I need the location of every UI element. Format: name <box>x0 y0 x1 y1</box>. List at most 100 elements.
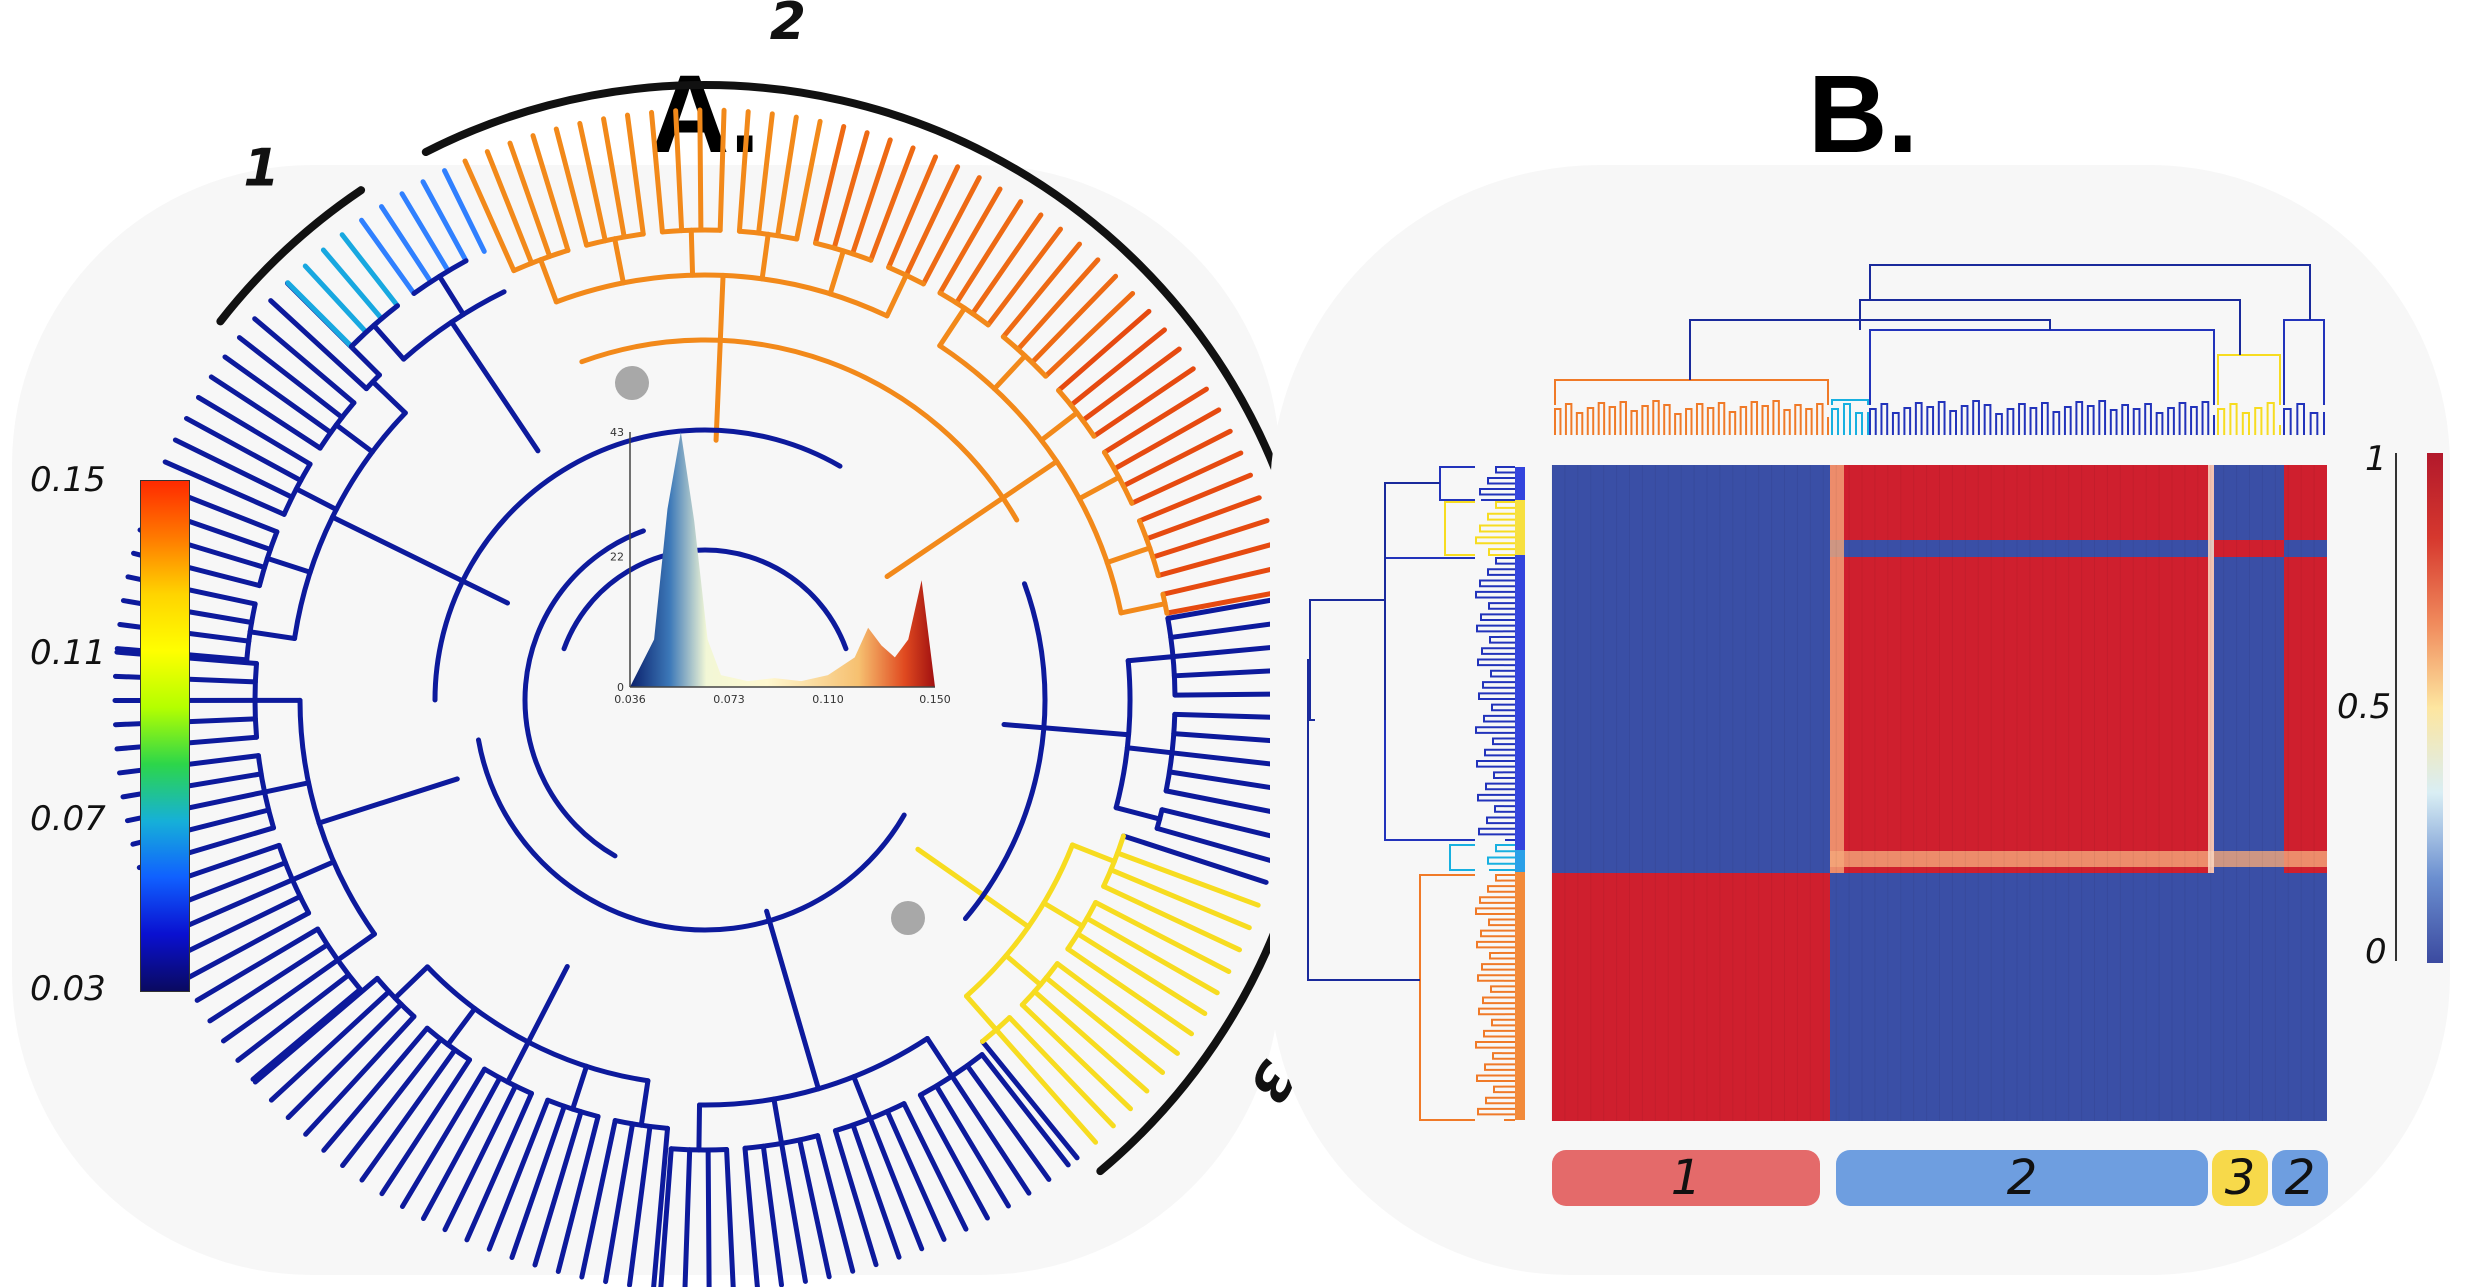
leaf-branch <box>1163 788 1287 817</box>
left-join <box>1491 703 1501 712</box>
leaf-branch <box>831 130 870 251</box>
top-join <box>2144 403 2152 422</box>
leaf-branch <box>171 894 303 961</box>
leaf-branch <box>937 186 1003 296</box>
leaf-branch <box>195 394 313 467</box>
top-join <box>1761 405 1769 424</box>
left-join-upper <box>1384 482 1440 720</box>
left-join <box>1495 466 1505 474</box>
clade-stem <box>289 859 337 883</box>
leaf-branch <box>577 120 608 244</box>
top-join <box>2229 403 2238 422</box>
leaf-branch <box>183 415 304 484</box>
leaf-branch <box>194 926 321 1003</box>
backbone-arc <box>522 528 646 859</box>
left-join <box>1486 816 1496 825</box>
leaf-branch <box>867 1116 925 1252</box>
left-join <box>1480 929 1490 938</box>
leaf-branch <box>359 217 417 296</box>
clade-stem <box>937 305 968 349</box>
top-join <box>2029 407 2038 426</box>
leaf-branch <box>673 108 685 234</box>
top-join <box>1926 406 1935 425</box>
top-join <box>2132 408 2141 427</box>
leaf-branch <box>1007 1015 1116 1129</box>
left-join <box>1487 568 1497 576</box>
clade-stem <box>1113 805 1163 822</box>
left-group-join <box>1419 874 1475 1121</box>
leaf-branch <box>507 140 553 259</box>
leaf-branch <box>651 1125 671 1287</box>
top-join-upper <box>1859 299 2241 355</box>
leaf-branch <box>970 212 1044 317</box>
top-join <box>1717 402 1726 421</box>
leaf-branch <box>1091 366 1196 439</box>
leaf-branch <box>903 164 961 278</box>
leaf-branch <box>868 145 916 263</box>
leaf-branch <box>736 109 751 234</box>
density-y-tick: 0 <box>617 681 624 694</box>
panel-a-label: A. <box>650 53 760 176</box>
leaf-branch <box>601 116 627 240</box>
leaf-branch <box>884 1108 947 1242</box>
left-join <box>1479 896 1489 904</box>
cluster-2-arc <box>421 81 1319 619</box>
leaf-branch <box>649 109 665 235</box>
clade-root-stem <box>764 908 821 1092</box>
top-join <box>1685 408 1693 422</box>
leaf-branch <box>1029 273 1119 365</box>
left-join <box>1475 590 1502 599</box>
clade-stem <box>1124 745 1175 756</box>
clade-stem <box>963 993 999 1033</box>
top-join <box>1575 412 1584 426</box>
clade-stem <box>851 1074 873 1122</box>
left-join <box>1492 1052 1502 1060</box>
left-join <box>1491 1018 1501 1027</box>
leaf-branch <box>917 1092 990 1221</box>
clade-stem <box>1125 654 1176 664</box>
leaf-branch <box>697 107 704 233</box>
left-leaf-strip <box>1515 850 1525 872</box>
top-join <box>1554 408 1562 427</box>
top-join <box>2167 407 2175 421</box>
top-join <box>1831 408 1839 427</box>
top-join <box>1983 404 1992 423</box>
top-join <box>2098 400 2107 419</box>
colorbar-b-tick-1: 1 <box>2365 439 2387 479</box>
top-join <box>2178 402 2187 416</box>
leaf-branch <box>742 1145 760 1287</box>
top-join <box>2075 401 2084 415</box>
left-join <box>1487 856 1497 865</box>
left-join <box>1481 963 1491 971</box>
leaf-branch <box>627 1123 653 1287</box>
left-leaf-strip <box>1515 467 1525 500</box>
left-group-join <box>1449 844 1475 871</box>
left-leaf-strip <box>1515 872 1525 1120</box>
top-join <box>2266 402 2275 416</box>
clade-stem <box>884 272 909 319</box>
density-x-tick: 0.110 <box>812 693 844 706</box>
cluster-box-1-label: 1 <box>1670 1150 1702 1206</box>
top-join <box>1739 406 1748 420</box>
left-join <box>1488 602 1498 610</box>
leaf-branch <box>442 168 487 254</box>
clade-stem <box>1038 410 1080 443</box>
left-join <box>1490 985 1500 993</box>
leaf-branch <box>705 1147 712 1287</box>
top-join <box>1728 411 1737 425</box>
heatmap-block <box>1830 465 2214 540</box>
node-marker <box>615 366 649 400</box>
left-join <box>1476 940 1503 949</box>
clade-root-stem <box>915 846 1031 930</box>
leaf-branch <box>486 1097 551 1252</box>
leaf-branch <box>484 149 535 266</box>
top-join <box>2309 412 2319 426</box>
leaf-branch <box>302 263 369 335</box>
leaf-branch <box>1043 975 1166 1075</box>
top-join <box>2109 409 2118 423</box>
leaf-branch <box>172 437 295 500</box>
colorbar-a-tick-007: 0.07 <box>30 799 106 839</box>
top-dendrogram <box>1554 264 2325 435</box>
clade-stem <box>638 1078 651 1128</box>
top-join <box>1663 404 1671 423</box>
